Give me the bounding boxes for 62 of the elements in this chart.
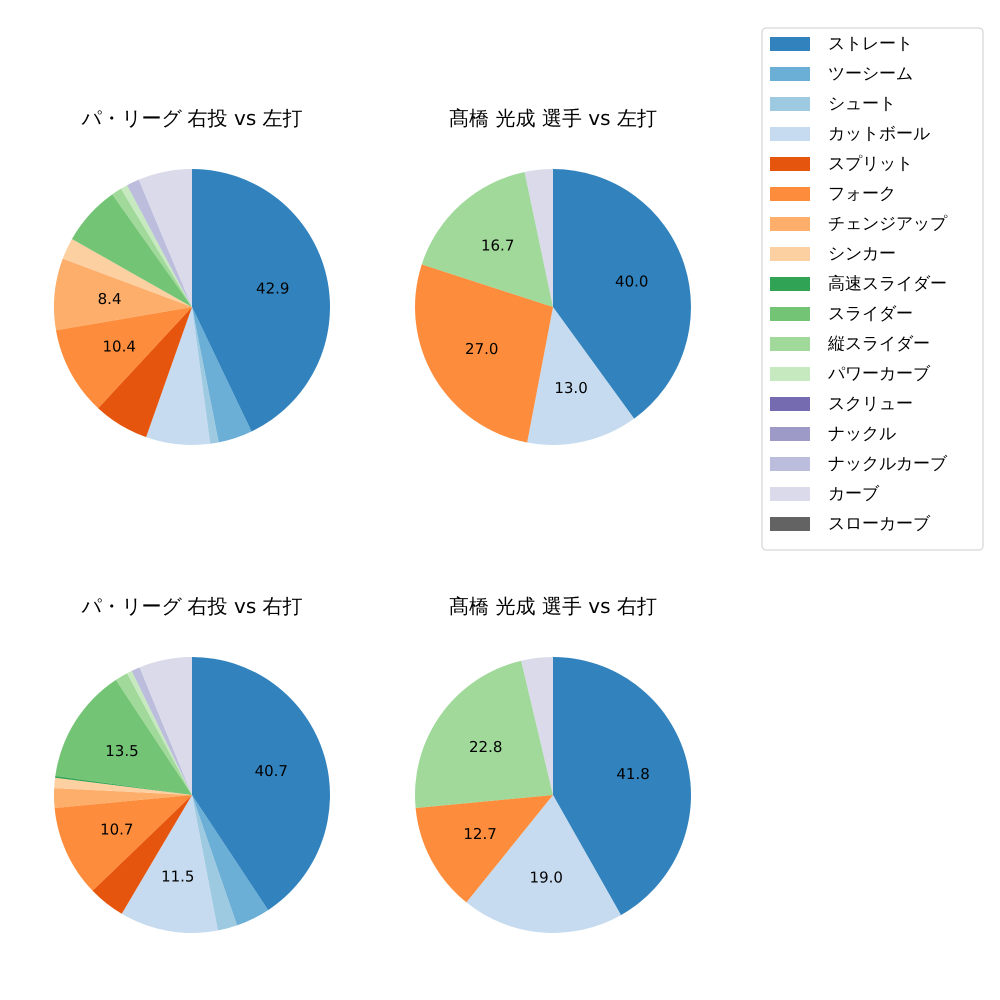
legend-label: スライダー: [828, 304, 913, 324]
pie-slice: [422, 172, 553, 307]
legend-label: ストレート: [828, 34, 913, 54]
pie-slice: [146, 307, 210, 445]
legend-label: シンカー: [828, 244, 896, 264]
pie-slice: [521, 657, 553, 795]
pie-slice: [192, 307, 252, 442]
pie-slice: [54, 788, 192, 808]
data-label: 8.4: [98, 290, 122, 308]
chart-title: 髙橋 光成 選手 vs 右打: [449, 594, 657, 618]
legend-label: フォーク: [828, 184, 896, 204]
data-label: 13.5: [105, 742, 139, 760]
legend-label: チェンジアップ: [828, 214, 948, 234]
data-label: 10.7: [100, 820, 134, 839]
data-label: 13.0: [554, 378, 588, 397]
legend-label: スプリット: [828, 154, 913, 174]
pie-slice: [415, 264, 553, 443]
legend-label: カーブ: [828, 484, 880, 504]
pie-slice: [192, 657, 330, 910]
pie-slice: [192, 169, 330, 432]
pie-slice: [98, 307, 192, 438]
pie-slice: [72, 194, 192, 307]
pie-slice: [553, 169, 691, 419]
data-label: 12.7: [463, 825, 497, 844]
pie-slice: [54, 795, 192, 891]
legend-label: 高速スライダー: [828, 274, 947, 294]
legend-label: ツーシーム: [828, 64, 913, 84]
pie-slice: [524, 169, 553, 307]
chart-title: パ・リーグ 右投 vs 右打: [80, 594, 303, 618]
legend-label: シュート: [828, 94, 896, 114]
chart-title: 髙橋 光成 選手 vs 左打: [449, 106, 657, 130]
data-label: 42.9: [256, 280, 290, 298]
data-label: 41.8: [616, 764, 650, 783]
pie-slice: [55, 680, 192, 795]
data-label: 11.5: [161, 868, 194, 886]
pie-slice: [62, 239, 192, 307]
data-label: 16.7: [480, 236, 514, 254]
pie-slice: [56, 307, 192, 408]
data-label: 22.8: [469, 738, 502, 756]
data-label: 40.0: [615, 272, 648, 290]
legend-label: パワーカーブ: [827, 364, 931, 384]
data-label: 27.0: [465, 340, 498, 358]
legend-label: スクリュー: [828, 394, 913, 414]
pie-slice: [415, 660, 553, 808]
pie-slice: [192, 795, 268, 926]
pie-slice: [192, 795, 238, 931]
legend-label: 縦スライダー: [827, 334, 930, 354]
legend-label: カットボール: [828, 124, 930, 144]
pie-slice: [466, 795, 621, 933]
pie-slice: [140, 657, 192, 795]
legend-label: スローカーブ: [828, 514, 931, 534]
pie-slice: [192, 307, 219, 444]
data-label: 40.7: [254, 762, 288, 780]
legend-label: ナックルカーブ: [828, 454, 948, 474]
data-label: 10.4: [102, 337, 136, 356]
pie-slice: [92, 795, 192, 914]
pie-slice: [54, 258, 192, 330]
pie-slice: [527, 307, 634, 445]
legend-label: ナックル: [828, 424, 896, 444]
text: パ・リーグ 右投 vs 左打: [80, 106, 303, 130]
pie-slice: [138, 169, 192, 307]
data-label: 19.0: [530, 868, 563, 887]
